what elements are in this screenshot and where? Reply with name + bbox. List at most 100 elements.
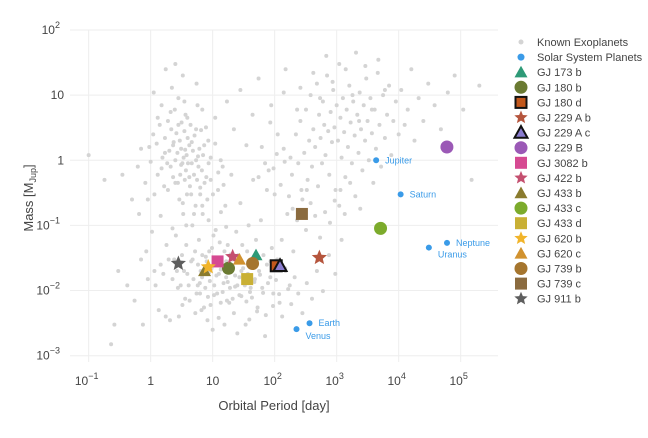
known-exoplanets-point bbox=[254, 237, 259, 242]
legend-item: GJ 180 b bbox=[514, 80, 582, 94]
known-exoplanets-point bbox=[163, 314, 168, 319]
known-exoplanets-point bbox=[250, 112, 255, 117]
legend: Known Exoplanets Solar System Planets GJ 1… bbox=[512, 37, 643, 306]
known-exoplanets-point bbox=[256, 175, 261, 180]
known-exoplanets-point bbox=[180, 201, 185, 206]
known-exoplanets-point bbox=[329, 140, 334, 145]
known-exoplanets-point bbox=[174, 131, 179, 136]
known-exoplanets-point bbox=[216, 170, 221, 175]
known-exoplanets-point bbox=[363, 64, 368, 69]
known-exoplanets-point bbox=[286, 287, 291, 292]
known-exoplanets-point bbox=[145, 197, 150, 202]
known-exoplanets-point bbox=[269, 103, 274, 108]
known-exoplanets-point bbox=[205, 197, 210, 202]
legend-item: GJ 433 b bbox=[514, 186, 582, 200]
gj-433-c-point bbox=[374, 221, 388, 235]
known-exoplanets-point bbox=[279, 237, 284, 242]
known-exoplanets-point bbox=[162, 150, 167, 155]
known-exoplanets-point bbox=[192, 133, 197, 138]
known-exoplanets-point bbox=[330, 79, 335, 84]
known-exoplanets-point bbox=[277, 300, 282, 305]
known-exoplanets-point bbox=[206, 218, 211, 223]
known-exoplanets-point bbox=[156, 308, 161, 313]
known-exoplanets-point bbox=[233, 284, 238, 289]
known-exoplanets-point bbox=[173, 233, 178, 238]
known-exoplanets-point bbox=[175, 150, 180, 155]
known-exoplanets-point bbox=[289, 302, 294, 307]
known-exoplanets-point bbox=[337, 62, 342, 67]
legend-marker bbox=[514, 201, 528, 215]
known-exoplanets-point bbox=[143, 180, 148, 185]
known-exoplanets-point bbox=[185, 161, 190, 166]
legend-marker bbox=[514, 95, 528, 109]
known-exoplanets-point bbox=[266, 168, 271, 173]
legend-label: GJ 911 b bbox=[537, 294, 581, 306]
known-exoplanets-point bbox=[258, 272, 263, 277]
known-exoplanets-point bbox=[167, 148, 172, 153]
known-exoplanets-point bbox=[340, 96, 345, 101]
known-exoplanets-point bbox=[377, 122, 382, 127]
known-exoplanets-point bbox=[188, 122, 193, 127]
known-exoplanets-point bbox=[176, 122, 181, 127]
known-exoplanets-point bbox=[155, 115, 160, 120]
known-exoplanets-point bbox=[385, 112, 390, 117]
known-exoplanets-point bbox=[163, 67, 168, 72]
known-exoplanets-point bbox=[213, 141, 218, 146]
known-exoplanets-point bbox=[203, 254, 208, 259]
known-exoplanets-point bbox=[360, 168, 365, 173]
known-exoplanets-point bbox=[223, 203, 228, 208]
known-exoplanets-point bbox=[234, 229, 239, 234]
known-exoplanets-point bbox=[224, 99, 229, 104]
known-exoplanets-point bbox=[216, 187, 221, 192]
known-exoplanets-point bbox=[257, 268, 262, 273]
known-exoplanets-point bbox=[379, 164, 384, 169]
known-exoplanets-point bbox=[421, 119, 426, 124]
known-exoplanets-point bbox=[296, 291, 301, 296]
known-exoplanets-point bbox=[323, 153, 328, 158]
known-exoplanets-point bbox=[324, 53, 329, 58]
y-tick-label: 10−2 bbox=[36, 281, 60, 298]
known-exoplanets-point bbox=[195, 262, 200, 267]
known-exoplanets-point bbox=[179, 253, 184, 258]
known-exoplanets-point bbox=[183, 168, 188, 173]
known-exoplanets-point bbox=[323, 210, 328, 215]
known-exoplanets-point bbox=[184, 243, 189, 248]
known-exoplanets-point bbox=[327, 172, 332, 177]
legend-item: Solar System Planets bbox=[517, 52, 643, 64]
known-exoplanets-point bbox=[432, 103, 437, 108]
known-exoplanets-point bbox=[308, 201, 313, 206]
gj-229-b-point bbox=[440, 140, 454, 154]
known-exoplanets-point bbox=[382, 135, 387, 140]
known-exoplanets-point bbox=[271, 303, 276, 308]
known-exoplanets-point bbox=[231, 127, 236, 132]
known-exoplanets-point bbox=[208, 155, 213, 160]
y-tick-labels: 10−3 10−2 10−1 1 10 102 bbox=[36, 20, 64, 363]
known-exoplanets-point bbox=[148, 159, 153, 164]
known-exoplanets-point bbox=[152, 268, 157, 273]
known-exoplanets-point bbox=[426, 81, 431, 86]
known-exoplanets-point bbox=[381, 93, 386, 98]
known-exoplanets-point bbox=[195, 103, 200, 108]
known-exoplanets-point bbox=[194, 127, 199, 132]
known-exoplanets-point bbox=[172, 257, 177, 262]
legend-marker bbox=[514, 80, 528, 94]
known-exoplanets-point bbox=[396, 132, 401, 137]
known-exoplanets-point bbox=[202, 180, 207, 185]
solar-system-planets-point bbox=[444, 239, 451, 246]
known-exoplanets-point bbox=[202, 305, 207, 310]
known-exoplanets-point bbox=[200, 107, 205, 112]
known-exoplanets-point bbox=[334, 103, 339, 108]
known-exoplanets-point bbox=[179, 120, 184, 125]
legend-label: GJ 180 d bbox=[537, 97, 582, 109]
known-exoplanets-point bbox=[199, 168, 204, 173]
known-exoplanets-point bbox=[258, 218, 263, 223]
known-exoplanets-point bbox=[205, 294, 210, 299]
known-exoplanets-point bbox=[289, 172, 294, 177]
solar-system-planets-point bbox=[306, 320, 313, 327]
gj-739-b-point bbox=[246, 257, 260, 271]
known-exoplanets-point bbox=[195, 177, 200, 182]
known-exoplanets-point bbox=[233, 273, 238, 278]
known-exoplanets-point bbox=[235, 331, 240, 336]
known-exoplanets-point bbox=[477, 83, 482, 88]
known-exoplanets-point bbox=[213, 228, 218, 233]
